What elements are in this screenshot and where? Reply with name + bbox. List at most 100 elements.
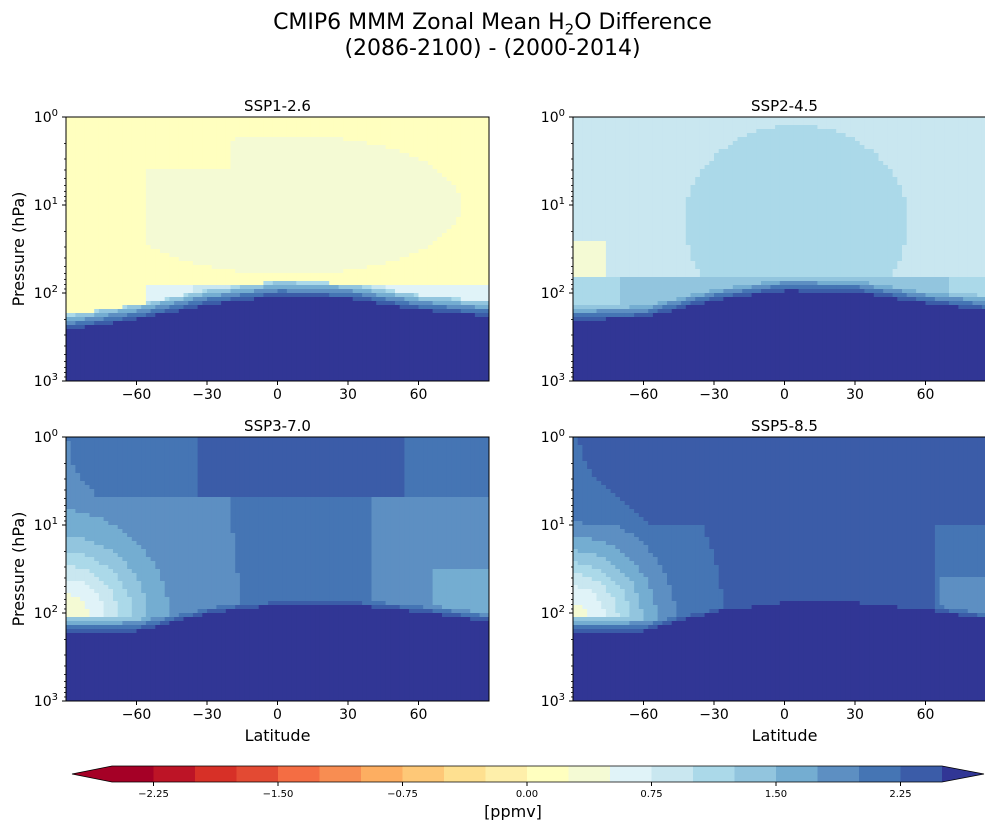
- contour-cell: [451, 309, 457, 314]
- contour-cell: [390, 253, 396, 258]
- contour-cell: [484, 297, 489, 302]
- contour-cell: [192, 173, 199, 178]
- contour-cell: [301, 245, 307, 250]
- contour-cell: [221, 289, 227, 294]
- contour-cell: [442, 221, 448, 226]
- contour-cell: [380, 253, 387, 258]
- contour-cell: [178, 241, 185, 246]
- contour-cell: [221, 153, 227, 158]
- contour-cell: [413, 333, 420, 338]
- contour-cell: [404, 333, 410, 338]
- contour-cell: [164, 209, 170, 214]
- contour-cell: [277, 201, 283, 206]
- contour-cell: [178, 321, 185, 326]
- contour-cell: [122, 325, 128, 330]
- contour-cell: [75, 277, 81, 282]
- contour-cell: [291, 145, 297, 150]
- contour-cell: [202, 221, 208, 226]
- contour-cell: [66, 241, 72, 246]
- contour-cell: [380, 189, 387, 194]
- contour-cell: [395, 209, 401, 214]
- contour-cell: [84, 253, 91, 258]
- contour-cell: [343, 333, 349, 338]
- contour-cell: [103, 217, 109, 222]
- contour-cell: [98, 241, 105, 246]
- contour-cell: [160, 161, 166, 166]
- contour-cell: [310, 181, 316, 186]
- contour-cell: [427, 309, 434, 314]
- contour-cell: [399, 217, 405, 222]
- contour-cell: [207, 269, 213, 274]
- contour-cell: [352, 209, 358, 214]
- contour-cell: [409, 197, 415, 202]
- contour-cell: [348, 153, 354, 158]
- contour-cell: [282, 157, 288, 162]
- contour-cell: [230, 117, 236, 122]
- contour-cell: [451, 201, 457, 206]
- contour-cell: [409, 201, 415, 206]
- contour-cell: [395, 329, 401, 334]
- contour-cell: [456, 249, 462, 254]
- contour-cell: [301, 237, 307, 242]
- contour-cell: [98, 333, 105, 338]
- contour-cell: [437, 309, 443, 314]
- contour-cell: [301, 201, 307, 206]
- contour-cell: [117, 337, 123, 342]
- contour-cell: [362, 257, 368, 262]
- contour-cell: [221, 245, 227, 250]
- contour-cell: [230, 309, 236, 314]
- contour-cell: [343, 133, 349, 138]
- contour-cell: [348, 117, 354, 122]
- contour-cell: [216, 333, 222, 338]
- contour-cell: [371, 129, 377, 134]
- contour-cell: [409, 313, 415, 318]
- contour-cell: [103, 337, 109, 342]
- contour-cell: [188, 133, 194, 138]
- contour-cell: [413, 277, 420, 282]
- contour-cell: [235, 281, 241, 286]
- contour-cell: [465, 269, 471, 274]
- contour-cell: [291, 233, 297, 238]
- contour-cell: [94, 133, 100, 138]
- contour-cell: [122, 193, 128, 198]
- contour-cell: [418, 245, 424, 250]
- contour-cell: [310, 285, 316, 290]
- contour-cell: [183, 205, 189, 210]
- contour-cell: [230, 145, 236, 150]
- contour-cell: [235, 213, 241, 218]
- contour-cell: [258, 249, 264, 254]
- contour-cell: [122, 245, 128, 250]
- contour-cell: [178, 193, 185, 198]
- contour-cell: [432, 205, 438, 210]
- contour-cell: [207, 253, 213, 258]
- contour-cell: [338, 313, 344, 318]
- contour-cell: [470, 189, 476, 194]
- contour-cell: [465, 317, 471, 322]
- contour-cell: [108, 205, 114, 210]
- contour-cell: [75, 185, 81, 190]
- contour-cell: [319, 237, 326, 242]
- contour-cell: [338, 213, 344, 218]
- contour-cell: [197, 153, 203, 158]
- contour-cell: [249, 121, 255, 126]
- contour-cell: [160, 193, 166, 198]
- contour-cell: [164, 153, 170, 158]
- contour-cell: [291, 269, 297, 274]
- contour-cell: [244, 253, 250, 258]
- contour-cell: [183, 233, 189, 238]
- contour-cell: [357, 285, 363, 290]
- contour-cell: [84, 125, 91, 130]
- contour-cell: [479, 249, 485, 254]
- contour-cell: [286, 209, 293, 214]
- contour-cell: [108, 337, 114, 342]
- contour-cell: [427, 233, 434, 238]
- contour-cell: [362, 273, 368, 278]
- contour-cell: [84, 117, 91, 122]
- contour-cell: [178, 169, 185, 174]
- contour-cell: [437, 281, 443, 286]
- contour-cell: [277, 237, 283, 242]
- contour-cell: [94, 241, 100, 246]
- contour-cell: [183, 193, 189, 198]
- contour-cell: [395, 133, 401, 138]
- contour-cell: [456, 177, 462, 182]
